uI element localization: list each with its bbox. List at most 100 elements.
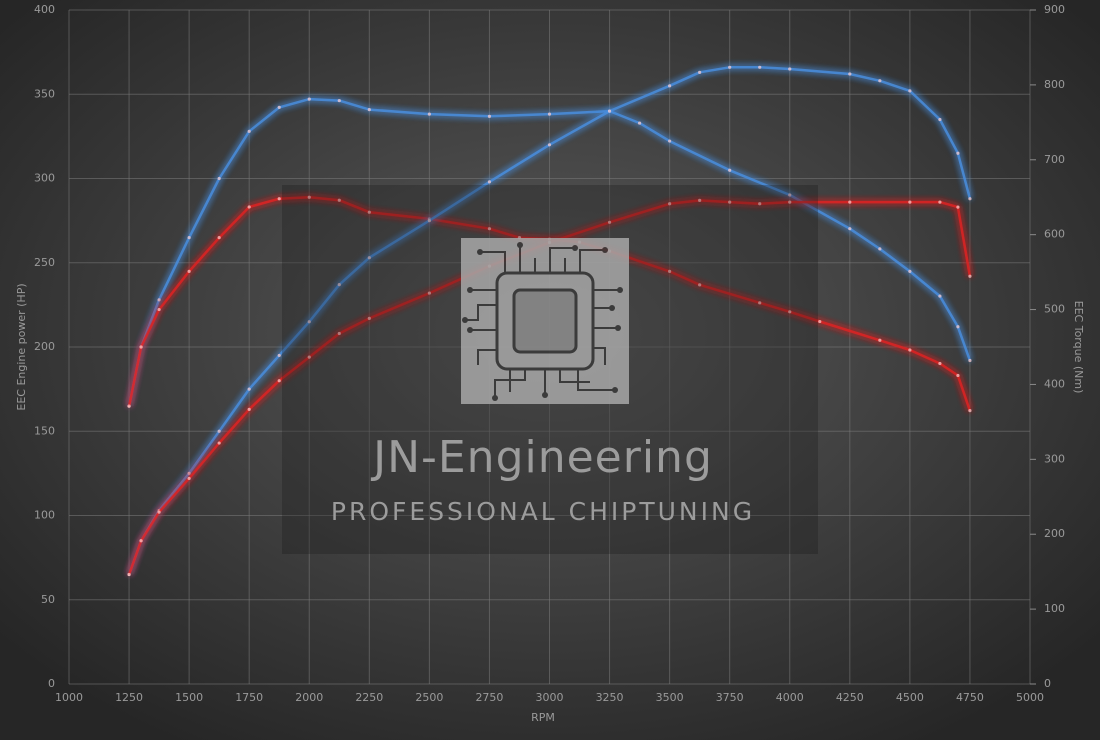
data-point: [938, 361, 942, 366]
data-point: [698, 70, 702, 74]
x-tick-label: 3000: [536, 691, 564, 704]
data-point: [668, 269, 672, 273]
data-point: [908, 348, 912, 352]
data-point: [427, 291, 431, 295]
data-point: [758, 301, 762, 305]
y2-tick-label: 500: [1044, 303, 1065, 316]
watermark-title: JN-Engineering: [370, 432, 713, 483]
data-point: [788, 200, 792, 204]
data-point: [848, 200, 852, 204]
y-tick-label: 0: [48, 677, 55, 690]
data-point: [637, 121, 642, 125]
x-tick-label: 1500: [175, 691, 203, 704]
y-tick-label: 300: [34, 172, 55, 185]
data-point: [307, 97, 311, 101]
y-tick-label: 150: [34, 424, 55, 437]
y2-axis-label: EEC Torque (Nm): [1072, 301, 1085, 394]
x-tick-label: 3500: [656, 691, 684, 704]
data-point: [728, 168, 732, 172]
data-point: [908, 269, 912, 273]
data-point: [848, 72, 852, 76]
y2-tick-label: 300: [1044, 452, 1065, 465]
chip-icon: [461, 238, 629, 404]
x-tick-label: 2250: [355, 691, 383, 704]
y-tick-label: 50: [41, 593, 55, 606]
y-tick-label: 350: [34, 87, 55, 100]
data-point: [758, 202, 762, 206]
y2-tick-label: 0: [1044, 677, 1051, 690]
x-tick-label: 2750: [475, 691, 503, 704]
data-point: [139, 345, 143, 349]
x-tick-label: 1250: [115, 691, 143, 704]
x-tick-label: 1750: [235, 691, 263, 704]
data-point: [217, 236, 221, 240]
data-point: [247, 387, 251, 391]
x-axis-label: RPM: [531, 711, 555, 724]
y-tick-label: 400: [34, 3, 55, 16]
data-point: [337, 198, 341, 202]
data-point: [878, 79, 882, 83]
data-point: [668, 202, 672, 206]
data-point: [187, 236, 191, 240]
data-point: [607, 220, 612, 224]
data-point: [427, 112, 431, 116]
data-point: [908, 89, 912, 93]
data-point: [788, 67, 792, 71]
data-point: [157, 307, 161, 312]
x-tick-label: 4750: [956, 691, 984, 704]
data-point: [908, 200, 912, 204]
y2-tick-label: 800: [1044, 78, 1065, 91]
data-point: [217, 176, 221, 181]
data-point: [956, 373, 960, 378]
data-point: [127, 404, 131, 408]
data-point: [938, 117, 942, 122]
data-point: [728, 200, 732, 204]
y2-tick-label: 100: [1044, 602, 1065, 615]
x-tick-label: 4250: [836, 691, 864, 704]
data-point: [668, 139, 672, 143]
data-point: [968, 409, 972, 413]
data-point: [367, 316, 371, 320]
y-tick-label: 100: [34, 509, 55, 522]
y-tick-label: 250: [34, 256, 55, 269]
y2-tick-label: 600: [1044, 228, 1065, 241]
data-point: [157, 298, 161, 302]
data-point: [547, 143, 552, 147]
data-point: [367, 256, 371, 260]
data-point: [956, 151, 960, 155]
data-point: [337, 283, 341, 287]
data-point: [337, 331, 341, 336]
data-point: [367, 108, 371, 112]
x-tick-label: 2000: [295, 691, 323, 704]
x-tick-label: 4000: [776, 691, 804, 704]
data-point: [217, 429, 221, 433]
data-point: [968, 197, 972, 201]
data-point: [547, 112, 552, 116]
data-point: [968, 274, 972, 278]
data-point: [187, 476, 191, 481]
data-point: [788, 193, 792, 197]
data-point: [247, 205, 251, 209]
data-point: [277, 105, 281, 109]
x-tick-label: 3250: [596, 691, 624, 704]
y2-tick-label: 700: [1044, 153, 1065, 166]
data-point: [277, 353, 281, 358]
x-tick-label: 2500: [415, 691, 443, 704]
y-tick-label: 200: [34, 340, 55, 353]
x-tick-label: 5000: [1016, 691, 1044, 704]
data-point: [938, 294, 942, 298]
data-point: [607, 109, 612, 113]
data-point: [788, 310, 792, 314]
x-tick-label: 1000: [55, 691, 83, 704]
x-tick-label: 4500: [896, 691, 924, 704]
data-point: [938, 200, 942, 204]
data-point: [217, 441, 221, 445]
data-point: [139, 539, 143, 543]
data-point: [247, 407, 251, 411]
data-point: [187, 269, 191, 273]
data-point: [956, 205, 960, 209]
data-point: [698, 283, 702, 287]
data-point: [818, 319, 822, 324]
data-point: [307, 355, 311, 359]
